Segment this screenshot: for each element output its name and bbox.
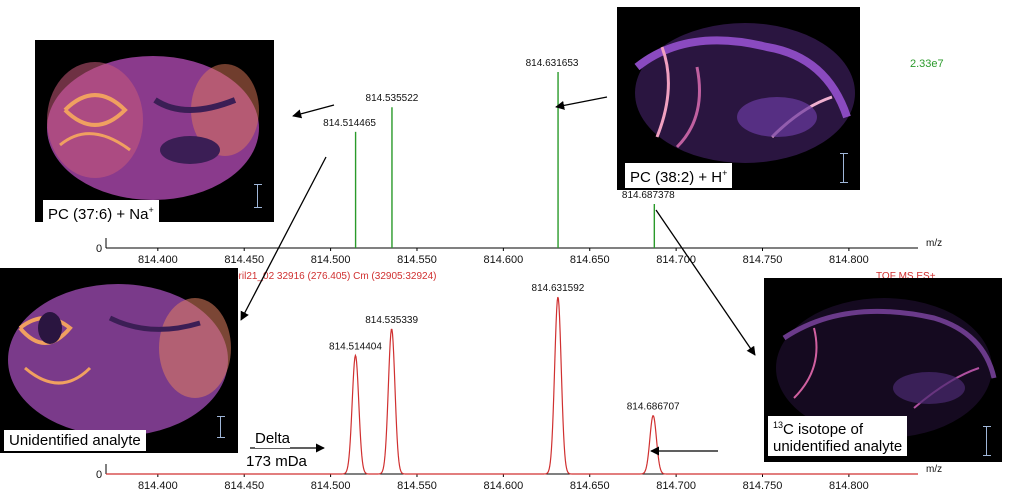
- intensity-label: 2.33e7: [910, 58, 944, 70]
- bottom-peak-label: 814.686707: [627, 402, 680, 413]
- bottom-ticks: 814.400 814.450 814.500 814.550 814.600 814.6…: [138, 474, 869, 492]
- image-pc376: PC (37:6) + Na+: [35, 40, 274, 222]
- arrow-to-unidentified: [240, 156, 327, 321]
- top-peak-label: 814.514465: [323, 118, 376, 129]
- top-peaks: 814.514465 814.535522 814.631653 814.687378: [323, 58, 675, 248]
- top-ticks: 814.400 814.450 814.500 814.550 814.600 814.6…: [138, 248, 869, 266]
- top-tick-label: 814.800: [829, 254, 869, 266]
- bottom-tick-label: 814.500: [311, 480, 351, 492]
- caption-pc376: PC (37:6) + Na+: [43, 200, 159, 222]
- delta-value: 173 mDa: [246, 453, 307, 471]
- caption-unidentified: Unidentified analyte: [4, 430, 146, 451]
- bottom-tick-label: 814.550: [397, 480, 437, 492]
- brain-ion-image: [47, 56, 259, 200]
- top-peak-label: 814.631653: [526, 58, 579, 69]
- image-pc382: PC (38:2) + H+: [617, 7, 860, 190]
- top-tick-label: 814.600: [483, 254, 523, 266]
- arrow-to-pc382: [555, 96, 608, 110]
- scan-header: pril21_02 32916 (276.405) Cm (32905:3292…: [233, 271, 436, 282]
- top-tick-label: 814.700: [656, 254, 696, 266]
- arrow-to-isotope: [655, 209, 756, 356]
- bottom-peak-label: 814.535339: [365, 315, 418, 326]
- image-unidentified: Unidentified analyte: [0, 268, 238, 453]
- top-tick-label: 814.400: [138, 254, 178, 266]
- scale-bar: [983, 426, 995, 456]
- bottom-profile-trace: [106, 296, 918, 475]
- bottom-peak-labels: 814.514404 814.535339 814.631592 814.686707: [329, 283, 680, 413]
- top-xlabel: m/z: [926, 238, 942, 249]
- top-tick-label: 814.500: [311, 254, 351, 266]
- delta-label: Delta: [255, 430, 291, 448]
- annotation-arrows: [240, 96, 756, 456]
- top-tick-label: 814.750: [743, 254, 783, 266]
- bottom-tick-label: 814.450: [224, 480, 264, 492]
- bottom-peak-label: 814.631592: [532, 283, 585, 294]
- brain-ion-image: [776, 298, 997, 438]
- arrow-to-pc376: [292, 104, 335, 119]
- bottom-tick-label: 814.400: [138, 480, 178, 492]
- bottom-zero-label: 0: [96, 469, 102, 481]
- bottom-spectrum: pril21_02 32916 (276.405) Cm (32905:3292…: [96, 271, 942, 492]
- top-peak-label: 814.535522: [366, 93, 419, 104]
- top-tick-label: 814.550: [397, 254, 437, 266]
- brain-ion-image: [634, 23, 855, 163]
- image-isotope: 13C isotope of unidentified analyte: [764, 278, 1002, 462]
- top-peak-label: 814.687378: [622, 190, 675, 201]
- caption-isotope: 13C isotope of unidentified analyte: [768, 416, 908, 456]
- top-spectrum: 0 m/z 2.33e7 814.400 814.450 814.500 814.55…: [96, 58, 944, 266]
- bottom-peak-label: 814.514404: [329, 341, 382, 352]
- caption-pc382: PC (38:2) + H+: [625, 163, 733, 188]
- scale-bar: [254, 184, 266, 208]
- bottom-xlabel: m/z: [926, 464, 942, 475]
- bottom-tick-label: 814.600: [483, 480, 523, 492]
- top-tick-label: 814.450: [224, 254, 264, 266]
- bottom-tick-label: 814.650: [570, 480, 610, 492]
- bottom-tick-label: 814.800: [829, 480, 869, 492]
- scale-bar: [217, 416, 229, 438]
- bottom-tick-label: 814.700: [656, 480, 696, 492]
- top-zero-label: 0: [96, 243, 102, 255]
- tof-header: TOF MS ES+: [876, 271, 936, 282]
- bottom-tick-label: 814.750: [743, 480, 783, 492]
- top-tick-label: 814.650: [570, 254, 610, 266]
- brain-ion-image: [8, 284, 231, 436]
- scale-bar: [840, 153, 852, 183]
